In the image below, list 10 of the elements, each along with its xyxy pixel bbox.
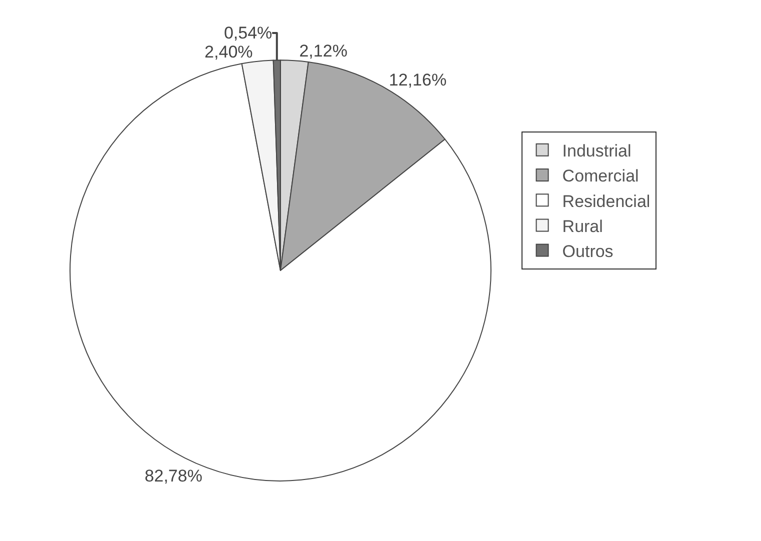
legend-label: Industrial [562,142,632,161]
data-label: 2,40% [204,42,253,62]
data-label: 82,78% [144,466,202,486]
legend-label: Outros [562,242,614,261]
data-label: 12,16% [388,70,447,90]
legend-label: Residencial [562,192,650,211]
data-label: 2,12% [299,42,348,61]
legend-label: Rural [562,216,603,236]
legend-label: Comercial [562,166,639,186]
data-label: 0,54% [224,23,272,42]
